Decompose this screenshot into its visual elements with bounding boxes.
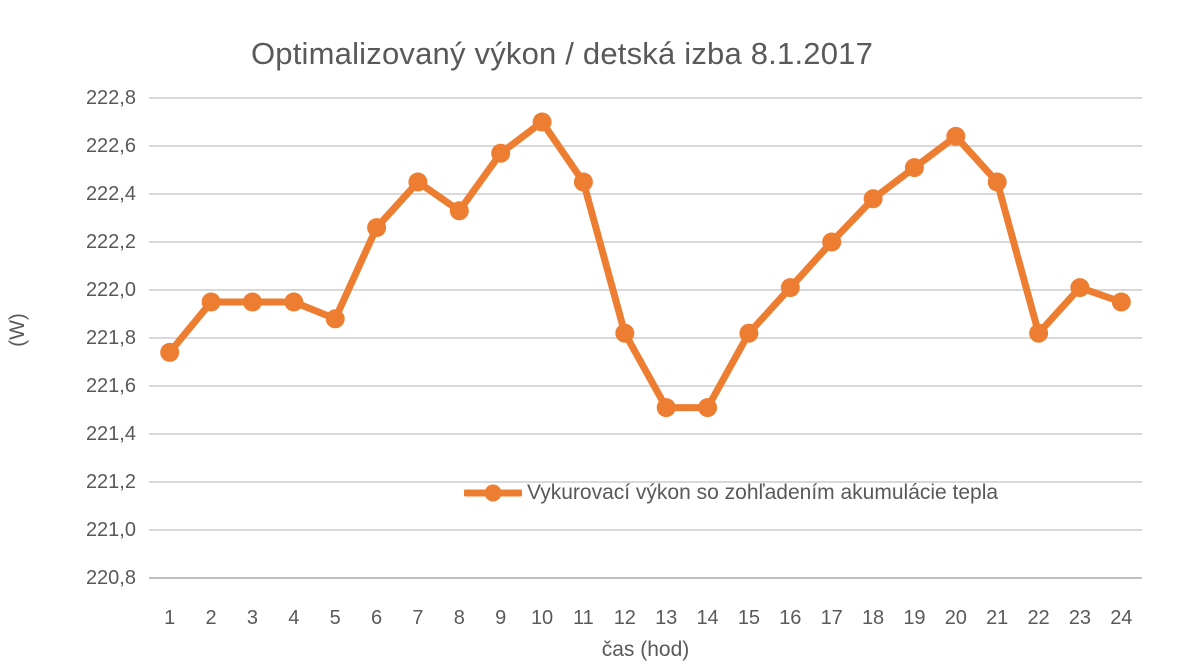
x-tick-label: 10 [530, 607, 554, 629]
data-point-marker [242, 292, 262, 312]
y-tick-label: 221,2 [85, 471, 136, 493]
data-point-marker [822, 232, 842, 252]
data-point-marker [1029, 323, 1049, 343]
x-tick-label: 5 [329, 607, 341, 629]
data-point-marker [491, 143, 511, 163]
x-tick-label: 1 [164, 607, 176, 629]
series-line [166, 118, 1125, 412]
y-tick-label: 221,8 [85, 327, 136, 349]
y-tick-label: 222,0 [85, 279, 136, 301]
x-tick-label: 12 [613, 607, 636, 629]
x-tick-label: 23 [1068, 607, 1092, 629]
x-tick-label: 18 [861, 607, 885, 629]
data-point-marker [656, 398, 676, 418]
x-tick-label: 7 [412, 607, 424, 629]
x-tick-label: 4 [288, 607, 300, 629]
data-point-marker [325, 309, 345, 329]
x-tick-label: 16 [779, 607, 802, 629]
data-point-marker [698, 398, 718, 418]
data-point-marker [987, 172, 1007, 192]
data-point-marker [367, 218, 387, 238]
x-axis-title: čas (hod) [601, 638, 690, 661]
data-point-marker [284, 292, 304, 312]
x-tick-label: 20 [944, 607, 967, 629]
data-point-marker [160, 342, 180, 362]
data-point-marker [532, 112, 552, 132]
y-tick-label: 222,6 [85, 135, 136, 157]
data-point-marker [863, 189, 883, 209]
legend: Vykurovací výkon so zohľadením akumuláci… [464, 481, 998, 505]
x-tick-label: 21 [986, 607, 1009, 629]
x-tick-label: 19 [903, 607, 926, 629]
x-tick-label: 3 [246, 607, 258, 629]
y-tick-label: 221,4 [85, 423, 136, 445]
x-tick-label: 13 [655, 607, 678, 629]
y-tick-label: 222,8 [85, 87, 136, 109]
y-tick-label: 221,0 [85, 519, 136, 541]
data-point-marker [780, 278, 800, 298]
x-tick-label: 11 [573, 607, 594, 629]
chart-title: Optimalizovaný výkon / detská izba 8.1.2… [250, 36, 874, 71]
data-point-marker [408, 172, 428, 192]
legend-series-label: Vykurovací výkon so zohľadením akumuláci… [527, 481, 999, 504]
y-tick-label: 221,6 [85, 375, 136, 397]
y-tick-label: 220,8 [85, 567, 136, 589]
x-tick-label: 22 [1027, 607, 1050, 629]
legend-line-marker-icon [464, 484, 522, 502]
y-tick-label: 222,2 [85, 231, 136, 253]
x-tick-label: 14 [696, 607, 719, 629]
data-point-marker [201, 292, 221, 312]
data-point-marker [904, 158, 924, 178]
data-point-marker [946, 126, 966, 146]
data-point-marker [449, 201, 469, 221]
x-tick-label: 17 [820, 607, 843, 629]
x-tick-label: 24 [1110, 607, 1133, 629]
data-point-marker [1070, 278, 1090, 298]
data-point-marker [615, 323, 635, 343]
x-tick-label: 15 [737, 607, 761, 629]
x-tick-label: 8 [453, 607, 465, 629]
x-tick-label: 2 [205, 607, 217, 629]
y-tick-label: 222,4 [85, 183, 136, 205]
x-tick-label: 6 [371, 607, 383, 629]
data-point-marker [1111, 292, 1131, 312]
x-tick-label: 9 [495, 607, 507, 629]
data-point-marker [573, 172, 593, 192]
data-point-marker [739, 323, 759, 343]
